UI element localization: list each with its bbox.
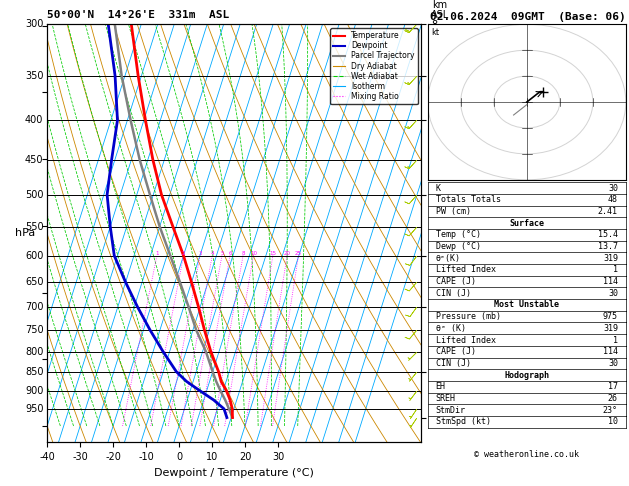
Text: 114: 114 xyxy=(603,277,618,286)
Text: 319: 319 xyxy=(603,324,618,333)
Text: Hodograph: Hodograph xyxy=(504,371,549,380)
Text: kt: kt xyxy=(431,28,439,36)
Text: StmDir: StmDir xyxy=(436,406,465,415)
Text: 30: 30 xyxy=(608,184,618,192)
Text: CAPE (J): CAPE (J) xyxy=(436,347,476,356)
Text: 30: 30 xyxy=(608,289,618,298)
Text: 950: 950 xyxy=(25,404,43,414)
X-axis label: Dewpoint / Temperature (°C): Dewpoint / Temperature (°C) xyxy=(154,468,314,478)
Text: 2: 2 xyxy=(182,251,186,256)
Text: Pressure (mb): Pressure (mb) xyxy=(436,312,501,321)
Text: Lifted Index: Lifted Index xyxy=(436,265,496,275)
Text: 30: 30 xyxy=(608,359,618,368)
Text: 450: 450 xyxy=(25,155,43,165)
Text: 350: 350 xyxy=(25,71,43,81)
Text: 50°00'N  14°26'E  331m  ASL: 50°00'N 14°26'E 331m ASL xyxy=(47,10,230,20)
Text: 400: 400 xyxy=(25,115,43,125)
Text: 650: 650 xyxy=(25,277,43,287)
Text: 600: 600 xyxy=(25,251,43,260)
Text: 300: 300 xyxy=(25,19,43,29)
Text: SREH: SREH xyxy=(436,394,455,403)
Text: 17: 17 xyxy=(608,382,618,391)
Text: 10: 10 xyxy=(608,417,618,426)
Text: Mixing Ratio (g/kg): Mixing Ratio (g/kg) xyxy=(461,237,471,330)
Text: θᵉ (K): θᵉ (K) xyxy=(436,324,465,333)
Text: Lifted Index: Lifted Index xyxy=(436,335,496,345)
Text: 1: 1 xyxy=(613,335,618,345)
Text: 10: 10 xyxy=(250,251,257,256)
Text: 3: 3 xyxy=(198,251,202,256)
Text: StmSpd (kt): StmSpd (kt) xyxy=(436,417,491,426)
Text: 48: 48 xyxy=(608,195,618,204)
Text: 500: 500 xyxy=(25,190,43,200)
Text: 26: 26 xyxy=(608,394,618,403)
Text: 800: 800 xyxy=(25,347,43,357)
Text: 550: 550 xyxy=(25,222,43,231)
Text: Surface: Surface xyxy=(509,219,544,227)
Text: 25: 25 xyxy=(295,251,302,256)
Text: 02.06.2024  09GMT  (Base: 06): 02.06.2024 09GMT (Base: 06) xyxy=(430,12,626,22)
Text: K: K xyxy=(436,184,441,192)
Text: Most Unstable: Most Unstable xyxy=(494,300,559,310)
Text: 2.41: 2.41 xyxy=(598,207,618,216)
Text: © weatheronline.co.uk: © weatheronline.co.uk xyxy=(474,450,579,459)
Legend: Temperature, Dewpoint, Parcel Trajectory, Dry Adiabat, Wet Adiabat, Isotherm, Mi: Temperature, Dewpoint, Parcel Trajectory… xyxy=(330,28,418,104)
Text: Temp (°C): Temp (°C) xyxy=(436,230,481,239)
Text: 13.7: 13.7 xyxy=(598,242,618,251)
Text: CIN (J): CIN (J) xyxy=(436,359,470,368)
Text: 15.4: 15.4 xyxy=(598,230,618,239)
Text: 20: 20 xyxy=(284,251,291,256)
Text: 4: 4 xyxy=(211,251,214,256)
Text: 319: 319 xyxy=(603,254,618,263)
Text: 6: 6 xyxy=(228,251,231,256)
Text: 1: 1 xyxy=(155,251,159,256)
Text: EH: EH xyxy=(436,382,445,391)
Text: 850: 850 xyxy=(25,367,43,377)
Text: km
ASL: km ASL xyxy=(431,0,449,20)
Text: PW (cm): PW (cm) xyxy=(436,207,470,216)
Text: CAPE (J): CAPE (J) xyxy=(436,277,476,286)
Text: Dewp (°C): Dewp (°C) xyxy=(436,242,481,251)
Text: 700: 700 xyxy=(25,302,43,312)
Text: 975: 975 xyxy=(603,312,618,321)
Text: 900: 900 xyxy=(25,386,43,396)
Text: 8: 8 xyxy=(242,251,245,256)
Text: LCL: LCL xyxy=(429,408,445,417)
Text: θᵉ(K): θᵉ(K) xyxy=(436,254,460,263)
Text: hPa: hPa xyxy=(14,228,35,238)
Text: 750: 750 xyxy=(25,325,43,335)
Text: 5: 5 xyxy=(220,251,224,256)
Text: 1: 1 xyxy=(613,265,618,275)
Text: 23°: 23° xyxy=(603,406,618,415)
Text: Totals Totals: Totals Totals xyxy=(436,195,501,204)
Text: CIN (J): CIN (J) xyxy=(436,289,470,298)
Text: 15: 15 xyxy=(269,251,276,256)
Text: 114: 114 xyxy=(603,347,618,356)
